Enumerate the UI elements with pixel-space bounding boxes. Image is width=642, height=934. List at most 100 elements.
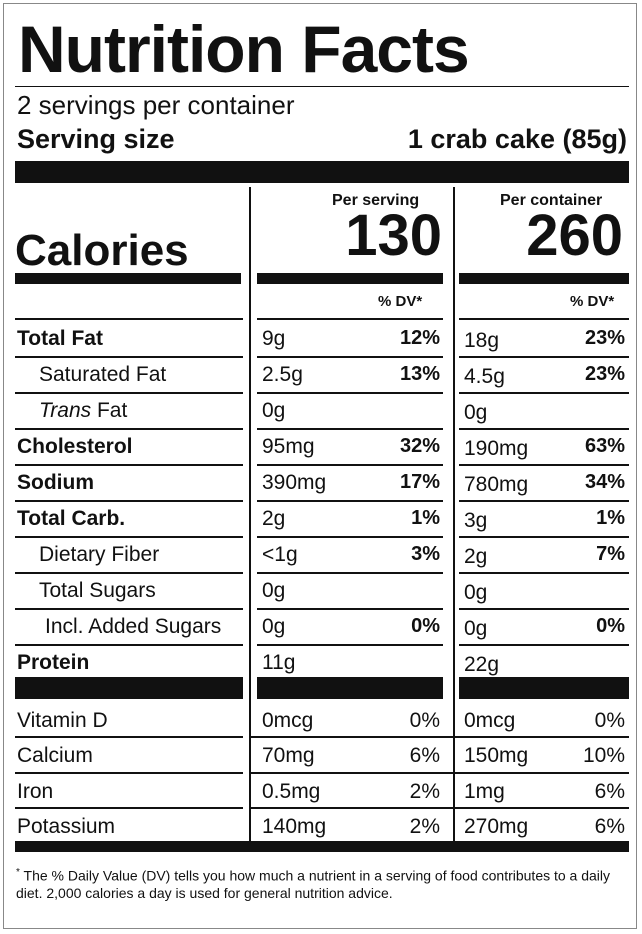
serving-amount: 0g [262, 579, 286, 602]
column-divider [249, 187, 251, 841]
container-amount: 0mcg [464, 709, 516, 732]
row-divider [459, 608, 629, 610]
row-divider [15, 428, 243, 430]
serving-dv: 32% [399, 435, 440, 457]
container-dv: 7% [596, 543, 625, 565]
serving-amount: 390mg [262, 471, 327, 494]
row-divider [257, 428, 443, 430]
dv-header-container: % DV* [570, 293, 615, 310]
bottom-bar [15, 841, 629, 852]
nutrient-name: Cholesterol [17, 435, 133, 458]
row-divider [15, 536, 243, 538]
thick-divider [459, 677, 629, 699]
row-divider [15, 572, 243, 574]
row-divider [257, 572, 443, 574]
micronutrient-name: Vitamin D [17, 709, 108, 732]
row-divider [15, 464, 243, 466]
serving-dv: 2% [409, 780, 440, 803]
serving-amount: 0.5mg [262, 780, 321, 803]
container-amount: 4.5g [464, 365, 505, 388]
row-divider [459, 318, 629, 320]
serving-amount: 11g [262, 651, 296, 674]
nutrient-name-italic: Trans [39, 399, 92, 422]
container-dv: 23% [584, 363, 625, 385]
row-divider [257, 464, 443, 466]
row-divider [257, 500, 443, 502]
container-amount: 22g [464, 653, 500, 676]
serving-amount: 140mg [262, 815, 327, 838]
serving-dv: 1% [411, 507, 440, 529]
row-divider [459, 536, 629, 538]
divider [15, 86, 629, 87]
row-divider [257, 392, 443, 394]
column-divider [453, 187, 455, 841]
row-divider [15, 356, 243, 358]
container-dv: 0% [594, 709, 625, 732]
serving-size-value: 1 crab cake (85g) [407, 124, 627, 154]
thick-divider [15, 677, 243, 699]
row-divider [459, 392, 629, 394]
thick-divider [257, 677, 443, 699]
nutrient-name: Total Carb. [17, 507, 126, 530]
serving-amount: <1g [262, 543, 298, 566]
row-divider [257, 644, 443, 646]
serving-amount: 2.5g [262, 363, 303, 386]
calories-bar [257, 273, 443, 284]
row-divider [15, 736, 243, 738]
calories-per-serving: 130 [345, 203, 442, 268]
serving-dv: 6% [409, 744, 440, 767]
footnote-mark: * [16, 867, 20, 878]
container-amount: 3g [464, 509, 488, 532]
nutrient-name: Protein [17, 651, 90, 674]
container-amount: 0g [464, 617, 488, 640]
serving-amount: 0g [262, 615, 286, 638]
container-dv: 1% [596, 507, 625, 529]
serving-dv: 0% [411, 615, 440, 637]
row-divider [257, 536, 443, 538]
footnote: * The % Daily Value (DV) tells you how m… [16, 864, 616, 902]
serving-dv: 17% [399, 471, 440, 493]
serving-dv: 3% [411, 543, 440, 565]
nutrient-name: Trans Fat [39, 399, 127, 423]
container-amount: 0g [464, 581, 488, 604]
serving-dv: 0% [409, 709, 440, 732]
nutrient-name: Incl. Added Sugars [45, 615, 222, 638]
row-divider [249, 772, 629, 774]
nutrient-name: Total Fat [17, 327, 103, 350]
row-divider [257, 318, 443, 320]
calories-label: Calories [15, 226, 189, 275]
container-dv: 63% [584, 435, 625, 457]
footnote-text: The % Daily Value (DV) tells you how muc… [16, 867, 611, 901]
row-divider [459, 572, 629, 574]
serving-amount: 70mg [262, 744, 315, 767]
per-container-header: Per container [500, 192, 603, 209]
row-divider [15, 807, 243, 809]
serving-amount: 2g [262, 507, 286, 530]
row-divider [249, 807, 629, 809]
container-amount: 1mg [464, 780, 505, 803]
row-divider [257, 608, 443, 610]
serving-dv: 13% [399, 363, 440, 385]
micronutrient-name: Iron [17, 780, 54, 803]
row-divider [15, 392, 243, 394]
container-dv: 34% [584, 471, 625, 493]
row-divider [459, 500, 629, 502]
row-divider [15, 500, 243, 502]
row-divider [459, 428, 629, 430]
serving-amount: 0g [262, 399, 286, 422]
container-dv: 6% [594, 780, 625, 803]
container-dv: 10% [582, 744, 625, 767]
container-dv: 23% [584, 327, 625, 349]
row-divider [459, 356, 629, 358]
serving-size-label: Serving size [17, 124, 175, 154]
micronutrient-name: Calcium [17, 744, 93, 767]
calories-bar [459, 273, 629, 284]
nutrient-name-rest: Fat [91, 399, 128, 422]
container-dv: 0% [596, 615, 625, 637]
container-dv: 6% [594, 815, 625, 838]
serving-dv: 12% [399, 327, 440, 349]
container-amount: 2g [464, 545, 488, 568]
row-divider [257, 356, 443, 358]
nutrient-name: Saturated Fat [39, 363, 167, 386]
micronutrient-name: Potassium [17, 815, 116, 838]
